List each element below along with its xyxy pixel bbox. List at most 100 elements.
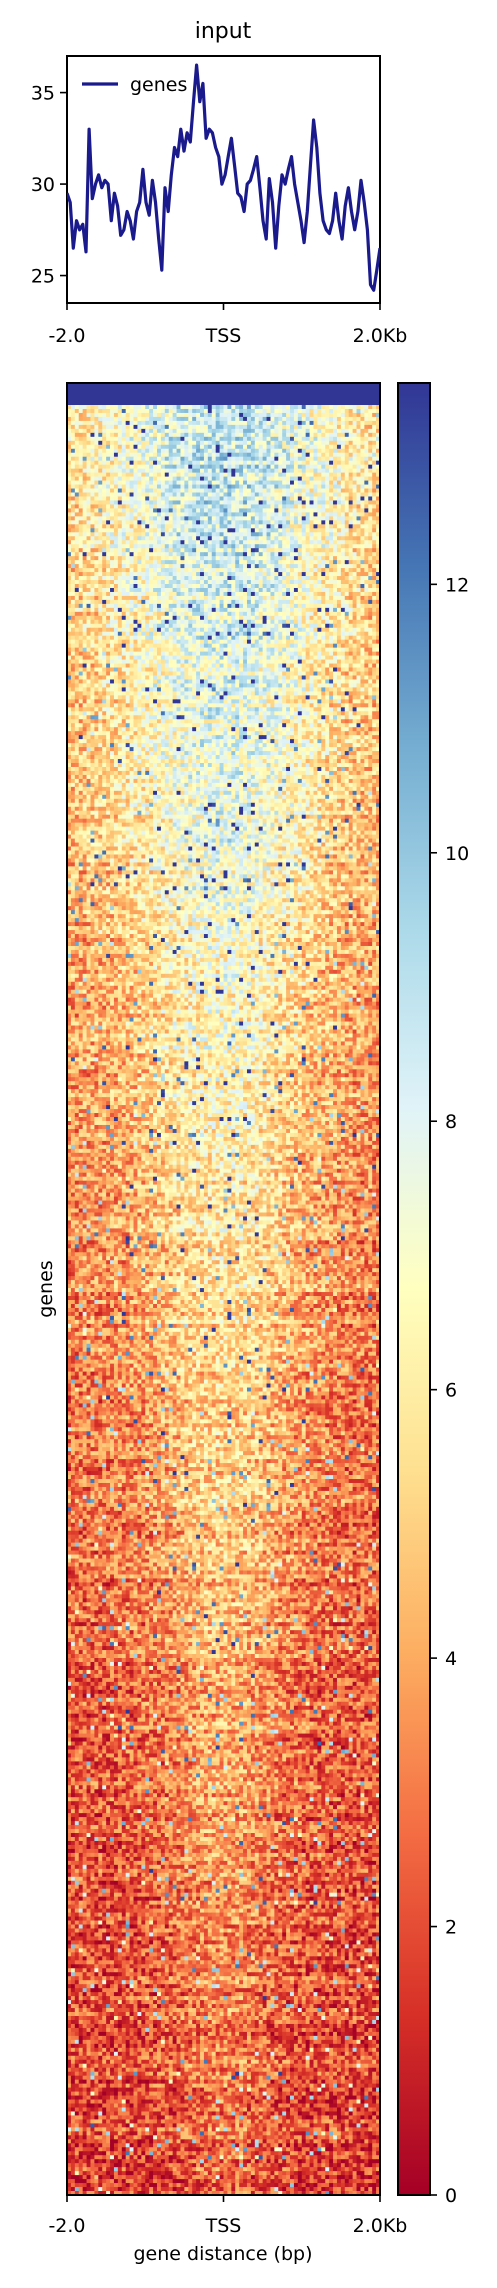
heatmap-cell [349, 453, 353, 457]
heatmap-cell [267, 429, 271, 433]
heatmap-cell [169, 417, 173, 421]
heatmap-cell [71, 445, 75, 449]
heatmap-cell [79, 457, 83, 461]
heatmap-cell [196, 433, 200, 437]
heatmap-cell [239, 441, 243, 445]
heatmap-cell [161, 433, 165, 437]
heatmap-cell [90, 425, 94, 429]
heatmap-cell [298, 441, 302, 445]
heatmap-cell [192, 429, 196, 433]
heatmap-cell [145, 405, 149, 409]
heatmap-cell [165, 409, 169, 413]
heatmap-cell [298, 405, 302, 409]
heatmap-cell [278, 405, 282, 409]
heatmap-cell [290, 449, 294, 453]
heatmap-cell [153, 417, 157, 421]
heatmap-cell [255, 429, 259, 433]
heatmap-cell [251, 449, 255, 453]
heatmap-cell [267, 413, 271, 417]
heatmap-cell [114, 409, 118, 413]
heatmap-cell [106, 437, 110, 441]
heatmap-cell [212, 429, 216, 433]
heatmap-cell [368, 433, 372, 437]
heatmap-cell [106, 429, 110, 433]
heatmap-cell [224, 433, 228, 437]
heatmap-cell [200, 441, 204, 445]
heatmap-cell [259, 421, 263, 425]
heatmap-cell [333, 449, 337, 453]
heatmap-cell [313, 425, 317, 429]
heatmap-cell [231, 441, 235, 445]
heatmap-cell [106, 457, 110, 461]
heatmap-cell [372, 453, 376, 457]
heatmap-cell [153, 425, 157, 429]
heatmap-cell [122, 433, 126, 437]
heatmap-cell [235, 449, 239, 453]
heatmap-cell [227, 449, 231, 453]
y-tick-label: 35 [31, 83, 55, 105]
heatmap-cell [212, 441, 216, 445]
heatmap-cell [137, 425, 141, 429]
y-tick-label: 30 [31, 174, 55, 196]
heatmap-cell [227, 421, 231, 425]
heatmap-cell [196, 405, 200, 409]
heatmap-cell [110, 457, 114, 461]
heatmap-cell [153, 441, 157, 445]
heatmap-cell [259, 449, 263, 453]
heatmap-cell [188, 437, 192, 441]
heatmap-cell [227, 433, 231, 437]
heatmap-cell [317, 409, 321, 413]
heatmap-cell [200, 421, 204, 425]
heatmap-cell [235, 413, 239, 417]
heatmap-cell [239, 409, 243, 413]
heatmap-cell [227, 409, 231, 413]
heatmap-cell [298, 417, 302, 421]
heatmap-cell [102, 421, 106, 425]
heatmap-cell [220, 425, 224, 429]
heatmap-cell [180, 417, 184, 421]
heatmap-cell [278, 413, 282, 417]
heatmap-cell [83, 445, 87, 449]
heatmap-cell [313, 413, 317, 417]
heatmap-cell [157, 433, 161, 437]
heatmap-cell [122, 405, 126, 409]
heatmap-cell [87, 417, 91, 421]
heatmap-cell [153, 457, 157, 461]
heatmap-cell [161, 417, 165, 421]
heatmap-cell [349, 437, 353, 441]
heatmap-cell [188, 445, 192, 449]
heatmap-cell [141, 433, 145, 437]
heatmap-cell [372, 425, 376, 429]
heatmap-cell [243, 441, 247, 445]
heatmap-cell [75, 417, 79, 421]
heatmap-cell [71, 417, 75, 421]
heatmap-cell [302, 433, 306, 437]
heatmap-cell [114, 457, 118, 461]
heatmap-cell [141, 441, 145, 445]
heatmap-cell [341, 453, 345, 457]
heatmap-cell [255, 421, 259, 425]
heatmap-cell [130, 425, 134, 429]
heatmap-cell [122, 445, 126, 449]
heatmap-cell [317, 437, 321, 441]
heatmap-cell [251, 445, 255, 449]
heatmap-cell [341, 413, 345, 417]
heatmap-cell [286, 429, 290, 433]
heatmap-cell [141, 421, 145, 425]
heatmap-cell [325, 453, 329, 457]
heatmap-cell [302, 449, 306, 453]
heatmap-cell [274, 417, 278, 421]
heatmap-cell [71, 441, 75, 445]
heatmap-cell [161, 421, 165, 425]
heatmap-cell [329, 405, 333, 409]
heatmap-cell [286, 437, 290, 441]
heatmap-cell [145, 445, 149, 449]
heatmap-cell [79, 405, 83, 409]
heatmap-cell [372, 445, 376, 449]
heatmap-cell [157, 441, 161, 445]
heatmap-cell [184, 421, 188, 425]
heatmap-cell [114, 437, 118, 441]
heatmap-cell [263, 453, 267, 457]
heatmap-cell [231, 405, 235, 409]
heatmap-cell [286, 449, 290, 453]
